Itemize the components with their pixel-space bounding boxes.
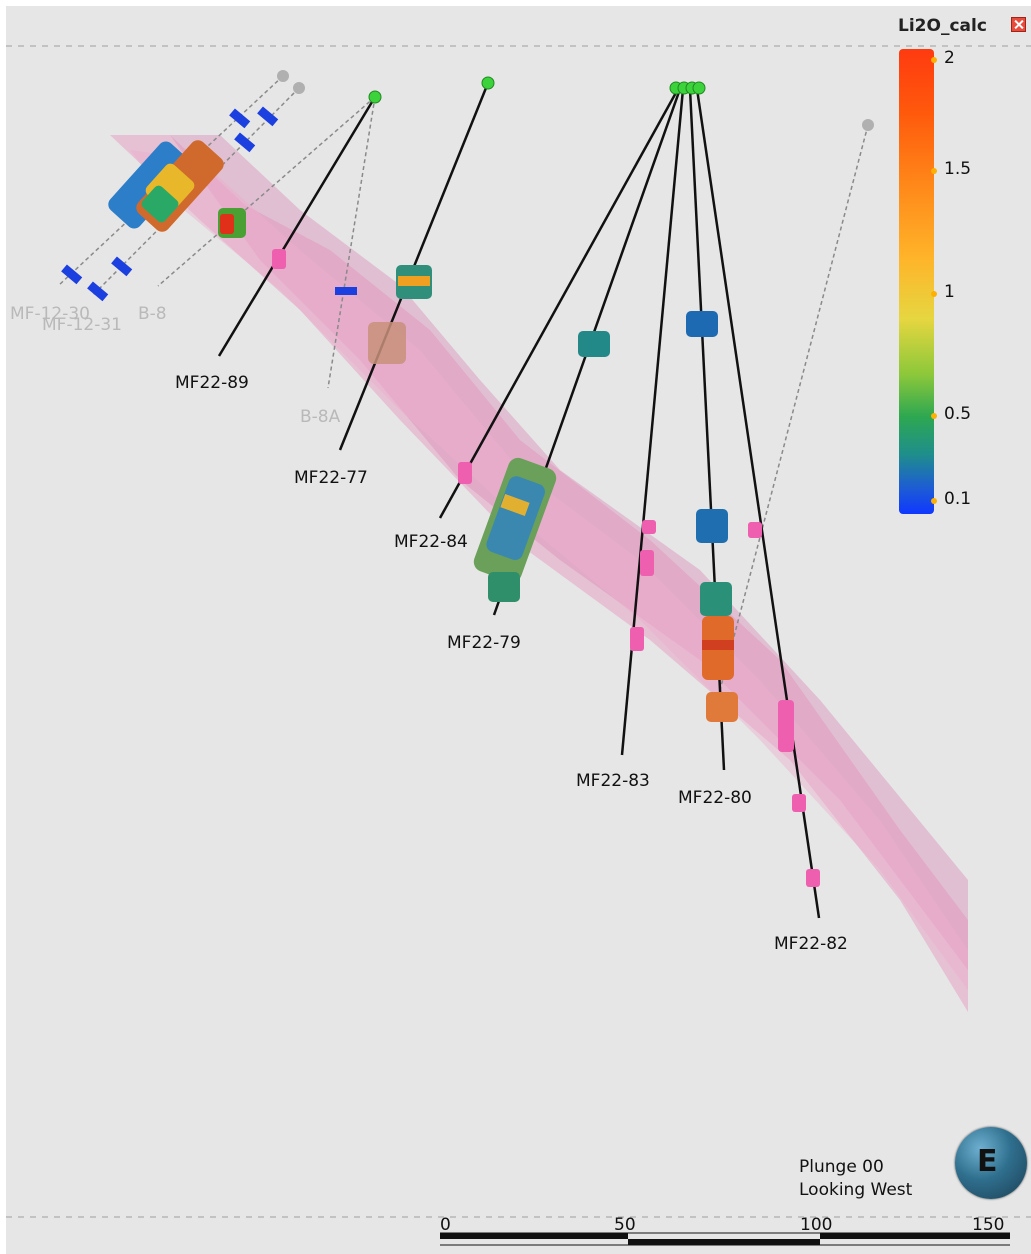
legend-label-2: 2 bbox=[944, 48, 955, 68]
look-direction-text: Looking West bbox=[799, 1180, 913, 1200]
hole-label-mf22-84[interactable]: MF22-84 bbox=[394, 532, 468, 552]
drillhole-scene bbox=[6, 45, 1031, 1218]
hole-label-mf22-83[interactable]: MF22-83 bbox=[576, 771, 650, 791]
pegmatite-intercepts bbox=[272, 249, 820, 887]
pegmatite-zone bbox=[110, 135, 968, 1012]
hole-label-mf-12-31[interactable]: MF-12-31 bbox=[42, 315, 122, 335]
hole-label-mf-12-30[interactable]: MF-12-30 bbox=[10, 304, 90, 324]
collars bbox=[368, 76, 706, 104]
compass-icon[interactable]: E bbox=[955, 1127, 1027, 1199]
hole-label-mf22-80[interactable]: MF22-80 bbox=[678, 788, 752, 808]
hole-label-b-8[interactable]: B-8 bbox=[138, 304, 167, 324]
legend-label-0-1: 0.1 bbox=[944, 489, 972, 509]
legend-title: Li2O_calc bbox=[898, 16, 987, 36]
scale-tick-150: 150 bbox=[972, 1215, 1005, 1235]
legend-tick-marker bbox=[931, 498, 937, 504]
view-orientation: Plunge 00 Looking West bbox=[799, 1156, 912, 1202]
legend-tick-marker bbox=[931, 168, 937, 174]
legend-label-0-5: 0.5 bbox=[944, 404, 972, 424]
historic-assays bbox=[61, 106, 357, 302]
scale-tick-100: 100 bbox=[800, 1215, 833, 1235]
legend-label-1: 1 bbox=[944, 282, 955, 302]
plunge-text: Plunge 00 bbox=[799, 1157, 884, 1177]
hole-label-mf22-82[interactable]: MF22-82 bbox=[774, 934, 848, 954]
hole-label-mf22-79[interactable]: MF22-79 bbox=[447, 633, 521, 653]
hole-label-mf22-77[interactable]: MF22-77 bbox=[294, 468, 368, 488]
legend-tick-marker bbox=[931, 413, 937, 419]
historic-traces bbox=[57, 75, 869, 691]
legend-colorbar bbox=[899, 49, 934, 514]
legend-close-icon[interactable] bbox=[1011, 17, 1026, 32]
compass-letter: E bbox=[977, 1144, 998, 1179]
legend-label-1-5: 1.5 bbox=[944, 159, 972, 179]
scale-tick-0: 0 bbox=[440, 1215, 451, 1235]
legend-tick-marker bbox=[931, 291, 937, 297]
assay-intervals bbox=[108, 140, 738, 722]
hole-label-mf22-89[interactable]: MF22-89 bbox=[175, 373, 249, 393]
legend-tick-marker bbox=[931, 57, 937, 63]
scale-tick-50: 50 bbox=[614, 1215, 636, 1235]
hole-label-b-8a[interactable]: B-8A bbox=[300, 407, 341, 427]
3d-viewport[interactable]: MF22-89 MF22-77 MF22-84 MF22-79 MF22-83 … bbox=[6, 6, 1031, 1254]
historic-collars bbox=[277, 70, 874, 131]
